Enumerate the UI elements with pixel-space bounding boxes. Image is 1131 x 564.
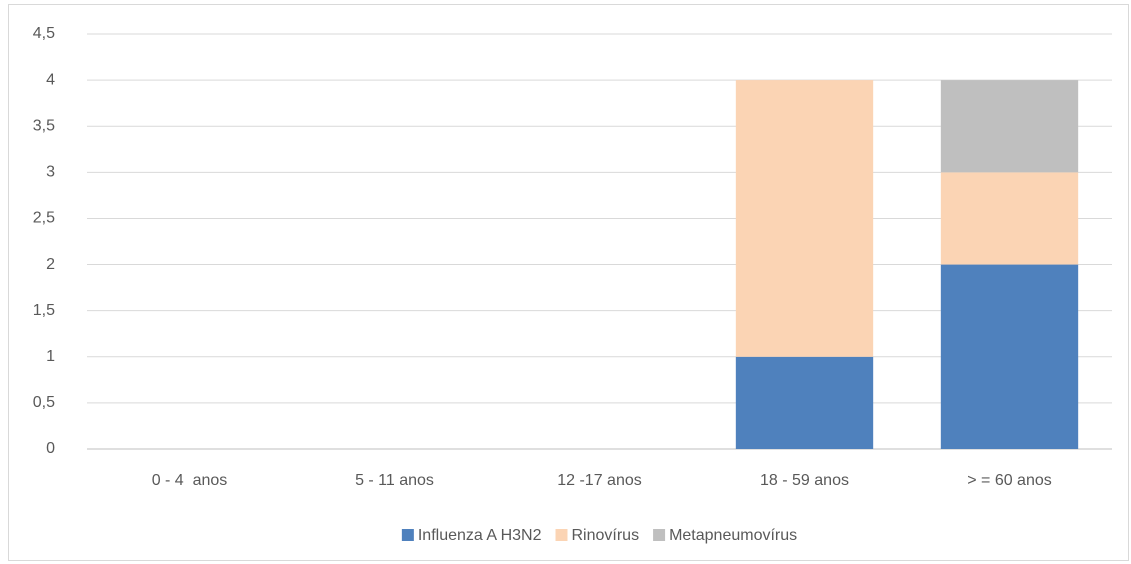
legend-swatch (555, 529, 568, 541)
x-tick-label: 5 - 11 anos (355, 472, 434, 489)
x-tick-label: 0 - 4 anos (152, 472, 228, 489)
y-tick-label: 2 (46, 256, 55, 273)
y-tick-label: 3 (46, 164, 55, 181)
y-tick-label: 0 (46, 440, 55, 457)
legend-label: Influenza A H3N2 (418, 527, 542, 544)
bar-segment (735, 356, 874, 449)
bar-segment (735, 80, 874, 357)
y-tick-label: 2,5 (33, 210, 55, 227)
bar-segment (940, 264, 1079, 449)
bar-segment (940, 80, 1079, 173)
x-tick-label: > = 60 anos (967, 472, 1052, 489)
legend-label: Rinovírus (572, 527, 640, 544)
y-tick-label: 0,5 (33, 394, 55, 411)
legend-label: Metapneumovírus (669, 527, 797, 544)
legend-swatch (653, 529, 666, 541)
x-tick-label: 12 -17 anos (557, 472, 642, 489)
x-tick-label: 18 - 59 anos (760, 472, 849, 489)
y-tick-label: 3,5 (33, 117, 55, 134)
bar-segment (940, 172, 1079, 265)
y-tick-label: 1,5 (33, 302, 55, 319)
legend-swatch (401, 529, 414, 541)
y-tick-label: 1 (46, 348, 55, 365)
y-tick-label: 4,5 (33, 25, 55, 42)
y-tick-label: 4 (46, 71, 55, 88)
